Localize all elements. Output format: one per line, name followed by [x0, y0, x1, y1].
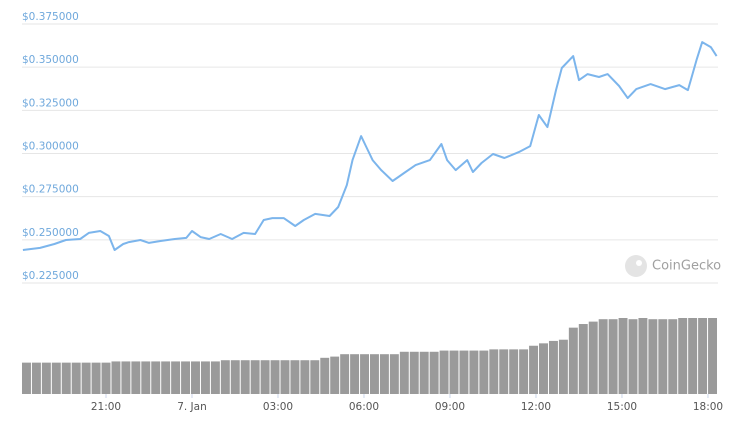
volume-bar [439, 350, 449, 394]
volume-bar [698, 318, 708, 394]
x-tick-label: 06:00 [349, 401, 379, 413]
volume-bar [181, 361, 191, 394]
volume-bar [270, 360, 280, 394]
volume-bar [210, 361, 220, 394]
volume-bar [240, 360, 250, 394]
volume-bar [529, 345, 539, 394]
x-tick-label: 12:00 [521, 401, 551, 413]
volume-bar [31, 362, 41, 394]
volume-bar [340, 354, 350, 394]
volume-bar [399, 351, 409, 394]
volume-bar [350, 354, 360, 394]
axes: $0.225000 $0.250000 $0.275000 $0.300000 $0.3… [22, 11, 723, 413]
volume-bar [220, 360, 230, 394]
x-tick-label: 15:00 [607, 401, 637, 413]
volume-bar [290, 360, 300, 394]
volume-bar [578, 324, 588, 394]
volume-bar [250, 360, 260, 394]
volume-bar [409, 351, 419, 394]
volume-bar [688, 318, 698, 394]
volume-bar [280, 360, 290, 394]
x-tick-label: 7. Jan [177, 401, 207, 413]
volume-bar [628, 319, 638, 394]
y-tick-label: $0.375000 [22, 11, 79, 23]
y-tick-label: $0.300000 [22, 141, 79, 153]
volume-bar [61, 362, 71, 394]
volume-bar [141, 361, 151, 394]
volume-bar [310, 360, 320, 394]
volume-bar [519, 349, 529, 394]
volume-bar [91, 362, 101, 394]
y-tick-label: $0.350000 [22, 54, 79, 66]
logo-icon [625, 255, 647, 277]
volume-bar [171, 361, 181, 394]
volume-bar [101, 362, 111, 394]
logo-eye [636, 260, 642, 266]
volume-bar [608, 319, 618, 394]
volume-bar [648, 319, 658, 394]
volume-bar [708, 318, 717, 394]
volume-bar [330, 356, 340, 394]
volume-bar [539, 343, 548, 394]
volume-bar [568, 327, 578, 394]
y-tick-label: $0.225000 [22, 270, 79, 282]
price-line [22, 41, 718, 251]
volume-bar [260, 360, 270, 394]
volume-bar [618, 318, 628, 394]
y-tick-label: $0.275000 [22, 184, 79, 196]
volume-bar [548, 340, 558, 394]
volume-bar [489, 349, 499, 394]
volume-bar [191, 361, 200, 394]
volume-bar [81, 362, 91, 394]
y-tick-label: $0.250000 [22, 227, 79, 239]
volume-bar [419, 351, 429, 394]
x-tick-label: 21:00 [91, 401, 121, 413]
volume-bar [598, 319, 608, 394]
volume-bar [111, 361, 121, 394]
volume-bar [389, 354, 399, 394]
volume-bar [638, 318, 648, 394]
volume-bar [151, 361, 161, 394]
volume-bar [509, 349, 519, 394]
watermark: CoinGecko [652, 259, 721, 274]
volume-bar [479, 350, 489, 394]
volume-bar [588, 321, 598, 394]
volume-bar [668, 319, 678, 394]
volume-bar [469, 350, 479, 394]
watermark-logo [625, 255, 647, 277]
volume-bar [678, 318, 688, 394]
volume-bar [200, 361, 210, 394]
volume-bar [449, 350, 459, 394]
volume-bar [429, 351, 439, 394]
x-tick-label: 09:00 [435, 401, 465, 413]
x-tick-label: 03:00 [263, 401, 293, 413]
volume-bar [22, 362, 31, 394]
volume-bar [51, 362, 61, 394]
volume-bar [121, 361, 131, 394]
y-tick-label: $0.325000 [22, 97, 79, 109]
volume-bar [161, 361, 171, 394]
volume-bar [320, 357, 330, 394]
volume-bar [230, 360, 240, 394]
volume-bar [300, 360, 310, 394]
volume-bar [131, 361, 141, 394]
volume-bar [370, 354, 379, 394]
volume-bar [71, 362, 81, 394]
volume-bar [558, 339, 568, 394]
x-tick-label: 18:00 [693, 401, 723, 413]
volume-bar [41, 362, 51, 394]
volume-bar [379, 354, 389, 394]
volume-bar [459, 350, 469, 394]
volume-bar [658, 319, 668, 394]
volume-bar [360, 354, 369, 394]
volume-bar [499, 349, 509, 394]
